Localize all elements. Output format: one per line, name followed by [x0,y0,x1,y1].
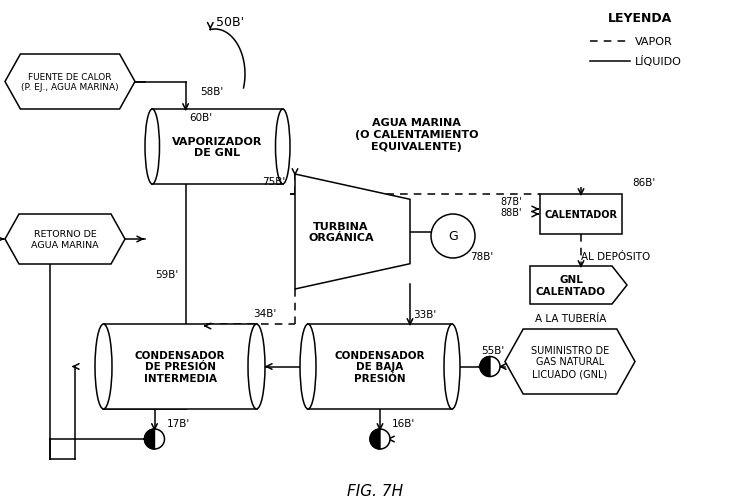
Text: 17B': 17B' [166,418,190,428]
Bar [104,324,256,409]
Circle shape [480,357,500,377]
Text: 78B': 78B' [470,252,494,262]
Bar [152,110,283,185]
Polygon shape [480,357,490,377]
Polygon shape [295,175,410,290]
Text: FIG. 7H: FIG. 7H [347,483,403,498]
Ellipse shape [300,324,316,409]
Text: 75B': 75B' [262,177,285,187]
Text: 34B': 34B' [253,309,276,318]
Text: CONDENSADOR
DE PRESIÓN
INTERMEDIA: CONDENSADOR DE PRESIÓN INTERMEDIA [135,350,225,383]
Text: AGUA MARINA
(O CALENTAMIENTO
EQUIVALENTE): AGUA MARINA (O CALENTAMIENTO EQUIVALENTE… [355,118,478,151]
Ellipse shape [95,324,112,409]
Text: SUMINISTRO DE
GAS NATURAL
LICUADO (GNL): SUMINISTRO DE GAS NATURAL LICUADO (GNL) [531,345,609,378]
Bar [540,194,622,234]
Polygon shape [145,429,154,449]
Text: G: G [448,230,458,243]
Polygon shape [5,214,125,265]
Text: 33B': 33B' [413,310,436,319]
Text: CONDENSADOR
DE BAJA
PRESIÓN: CONDENSADOR DE BAJA PRESIÓN [334,350,425,383]
Text: TURBINA
ORGÁNICA: TURBINA ORGÁNICA [308,221,374,243]
Text: 55B': 55B' [482,346,505,356]
Text: 86B': 86B' [632,178,656,188]
Ellipse shape [444,324,460,409]
Text: 88B': 88B' [500,207,522,217]
Text: 87B': 87B' [500,196,522,206]
Text: RETORNO DE
AGUA MARINA: RETORNO DE AGUA MARINA [32,230,99,249]
Text: 58B': 58B' [200,87,223,97]
Text: 60B': 60B' [190,113,213,123]
Polygon shape [530,267,627,305]
Text: VAPOR: VAPOR [635,37,673,47]
Text: LÍQUIDO: LÍQUIDO [635,57,682,67]
Circle shape [431,214,475,259]
Text: FUENTE DE CALOR
(P. EJ., AGUA MARINA): FUENTE DE CALOR (P. EJ., AGUA MARINA) [21,73,118,92]
Text: LEYENDA: LEYENDA [608,12,672,25]
Text: AL DEPÓSITO: AL DEPÓSITO [581,252,650,262]
Polygon shape [5,55,135,110]
Text: 16B': 16B' [392,418,416,428]
Text: A LA TUBERÍA: A LA TUBERÍA [536,313,607,323]
Text: CALENTADOR: CALENTADOR [544,209,617,219]
Text: 59B': 59B' [155,270,178,280]
Ellipse shape [275,110,290,185]
Polygon shape [505,329,635,394]
Polygon shape [370,429,380,449]
Circle shape [370,429,390,449]
Text: GNL
CALENTADO: GNL CALENTADO [536,275,606,296]
Ellipse shape [145,110,160,185]
Circle shape [145,429,164,449]
Text: VAPORIZADOR
DE GNL: VAPORIZADOR DE GNL [172,136,262,158]
Ellipse shape [248,324,265,409]
Text: 50B': 50B' [216,16,244,29]
Bar [308,324,452,409]
